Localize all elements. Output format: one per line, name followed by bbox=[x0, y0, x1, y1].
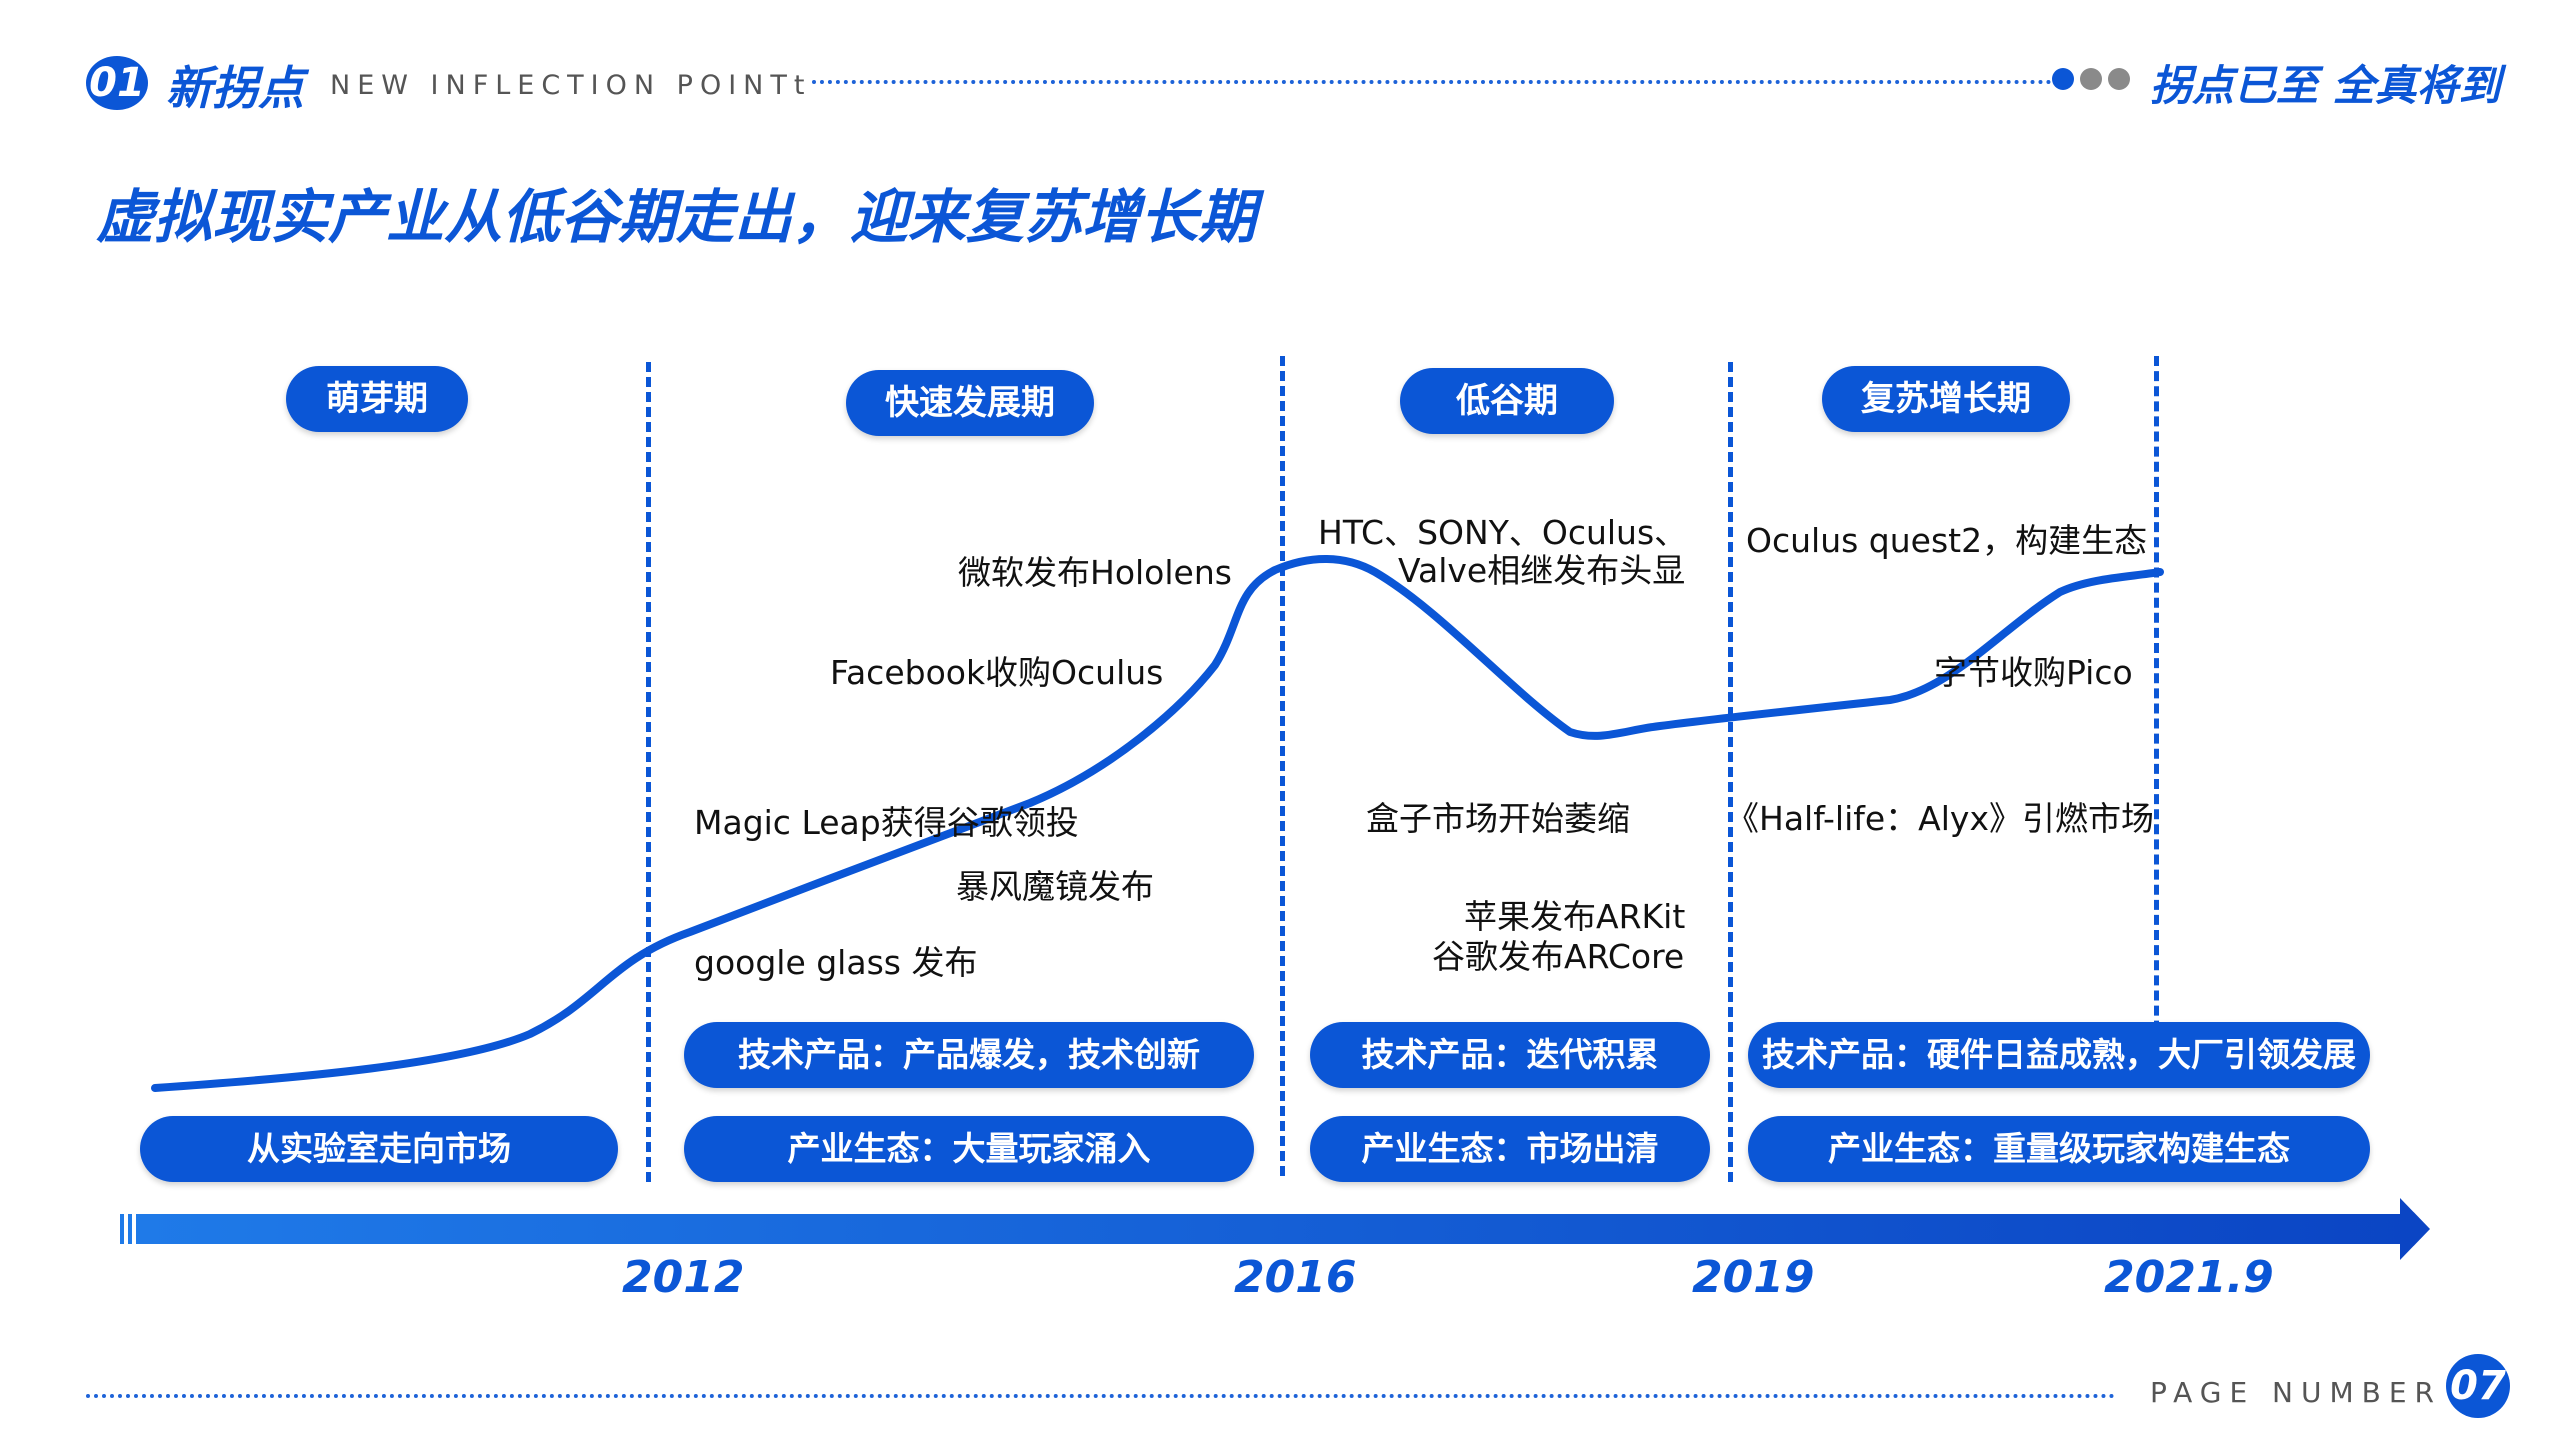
year-2019: 2019 bbox=[1692, 1252, 1815, 1303]
section-title: 新拐点 bbox=[166, 61, 304, 115]
divider-2016 bbox=[1280, 356, 1285, 1176]
event-quest2: Oculus quest2，构建生态 bbox=[1746, 521, 2148, 560]
tech-bar-rapid: 技术产品：产品爆发，技术创新 bbox=[684, 1022, 1254, 1088]
header-tagline: 拐点已至 全真将到 bbox=[2150, 61, 2501, 110]
section-subtitle: NEW INFLECTION POINTt bbox=[330, 70, 812, 101]
event-hololens: 微软发布Hololens bbox=[958, 553, 1232, 592]
dot-gray bbox=[2108, 68, 2130, 90]
event-arcore: 谷歌发布ARCore bbox=[1432, 937, 1685, 976]
footer-dotted-divider bbox=[86, 1394, 2116, 1398]
section-number-badge: 01 bbox=[86, 56, 148, 110]
event-arkit: 苹果发布ARKit bbox=[1464, 897, 1686, 936]
event-box-market: 盒子市场开始萎缩 bbox=[1366, 799, 1630, 838]
header-dotted-divider bbox=[812, 80, 2052, 84]
phase-recovery: 复苏增长期 bbox=[1822, 366, 2070, 432]
growth-curve bbox=[151, 555, 2164, 1092]
dot-gray bbox=[2080, 68, 2102, 90]
divider-2021 bbox=[2154, 356, 2159, 1076]
page-number-badge: 07 bbox=[2446, 1354, 2510, 1418]
event-headsets-line1: HTC、SONY、Oculus、 bbox=[1318, 513, 1688, 552]
header-dots bbox=[2052, 68, 2162, 94]
industry-bar-rapid: 产业生态：大量玩家涌入 bbox=[684, 1116, 1254, 1182]
event-google-glass: google glass 发布 bbox=[694, 943, 978, 982]
divider-2012 bbox=[646, 362, 651, 1182]
event-facebook-oculus: Facebook收购Oculus bbox=[830, 653, 1164, 692]
phase-trough: 低谷期 bbox=[1400, 368, 1614, 434]
year-2016: 2016 bbox=[1234, 1252, 1357, 1303]
timeline-arrow bbox=[120, 1198, 2430, 1260]
phase-sprout: 萌芽期 bbox=[286, 366, 468, 432]
industry-bar-recovery: 产业生态：重量级玩家构建生态 bbox=[1748, 1116, 2370, 1182]
event-magic-leap: Magic Leap获得谷歌领投 bbox=[694, 803, 1079, 842]
page-number-label: PAGE NUMBER bbox=[2150, 1376, 2442, 1409]
event-headsets-line2: Valve相继发布头显 bbox=[1398, 551, 1686, 590]
page-headline: 虚拟现实产业从低谷期走出，迎来复苏增长期 bbox=[96, 183, 1257, 251]
tech-bar-recovery: 技术产品：硬件日益成熟，大厂引领发展 bbox=[1748, 1022, 2370, 1088]
event-pico: 字节收购Pico bbox=[1934, 653, 2133, 692]
industry-bar-trough: 产业生态：市场出清 bbox=[1310, 1116, 1710, 1182]
phase-rapid-growth: 快速发展期 bbox=[846, 370, 1094, 436]
event-baofeng: 暴风魔镜发布 bbox=[956, 867, 1154, 906]
divider-2019 bbox=[1728, 362, 1733, 1182]
tech-bar-trough: 技术产品：迭代积累 bbox=[1310, 1022, 1710, 1088]
industry-bar-sprout: 从实验室走向市场 bbox=[140, 1116, 618, 1182]
dot-blue bbox=[2052, 68, 2074, 90]
year-2021-9: 2021.9 bbox=[2104, 1252, 2274, 1303]
event-half-life: 《Half-life：Alyx》引燃市场 bbox=[1726, 799, 2154, 838]
year-2012: 2012 bbox=[622, 1252, 745, 1303]
